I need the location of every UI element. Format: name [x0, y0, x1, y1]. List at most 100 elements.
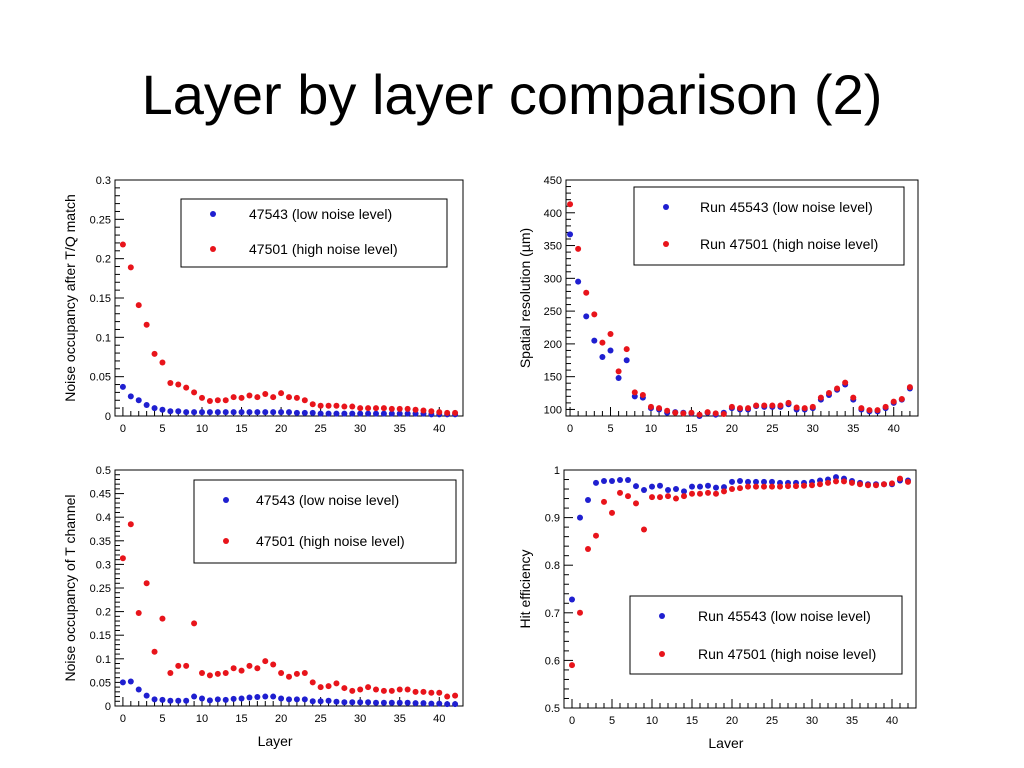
y-tick-label: 400	[544, 208, 562, 220]
data-point-red	[833, 478, 839, 485]
data-point-red	[865, 482, 871, 489]
data-point-blue	[665, 486, 671, 493]
data-point-blue	[373, 699, 379, 706]
slide-title: Layer by layer comparison (2)	[141, 63, 883, 126]
data-point-blue	[713, 484, 719, 491]
legend-entry: 47543 (low noise level)	[256, 492, 399, 508]
data-point-red	[713, 490, 719, 497]
data-point-blue	[230, 409, 237, 416]
data-point-blue	[357, 410, 364, 417]
data-point-red	[890, 398, 897, 405]
data-point-blue	[729, 478, 735, 485]
data-point-red	[728, 403, 735, 410]
x-tick-label: 20	[275, 423, 287, 435]
data-point-blue	[396, 410, 403, 417]
data-point-red	[380, 405, 387, 412]
data-point-red	[567, 201, 574, 208]
data-point-red	[254, 394, 261, 401]
data-point-red	[301, 397, 308, 404]
data-point-red	[119, 555, 126, 562]
x-tick-label: 25	[315, 713, 327, 725]
y-tick-label: 0	[105, 411, 111, 423]
data-point-blue	[697, 483, 703, 490]
data-point-red	[801, 405, 808, 412]
data-point-red	[175, 381, 182, 388]
data-point-red	[777, 402, 784, 409]
x-tick-label: 40	[886, 715, 898, 727]
data-point-red	[246, 392, 253, 399]
chart-top-left: 0 0.05 0.1 0.15 0.2 0.25 0.3 0 5 10 15 20 25 30 35 40 No…	[62, 175, 464, 435]
data-point-blue	[270, 693, 277, 700]
data-point-red	[809, 482, 815, 489]
data-point-blue	[341, 699, 348, 706]
data-point-blue	[286, 696, 292, 703]
data-point-blue	[681, 488, 687, 495]
x-tick-label: 10	[196, 423, 208, 435]
data-point-red	[143, 321, 150, 328]
data-point-red	[697, 490, 703, 497]
y-tick-label: 300	[544, 273, 562, 285]
data-point-red	[769, 402, 776, 409]
data-point-red	[817, 481, 823, 488]
x-tick-label: 5	[609, 715, 615, 727]
data-point-red	[704, 409, 711, 416]
data-point-red	[834, 385, 841, 392]
data-point-red	[396, 686, 403, 693]
data-point-red	[404, 405, 411, 412]
data-point-red	[444, 409, 451, 416]
data-point-blue	[262, 409, 269, 416]
data-point-blue	[623, 357, 630, 364]
data-point-blue	[607, 347, 614, 354]
data-point-red	[841, 478, 847, 485]
data-point-blue	[641, 486, 647, 493]
data-point-red	[254, 665, 261, 672]
chart-top-right: 100 150 200 250 300 350 400 450 0 5 10 15 20 25 30 35 40…	[517, 175, 919, 435]
data-point-blue	[214, 409, 221, 416]
x-tick-label: 30	[806, 715, 818, 727]
data-point-blue	[325, 697, 332, 704]
data-point-red	[428, 689, 435, 696]
data-point-red	[333, 402, 340, 409]
data-point-red	[825, 390, 832, 397]
x-tick-label: 10	[646, 715, 658, 727]
legend-box	[633, 186, 905, 266]
data-point-red	[151, 648, 158, 655]
legend-marker-red	[223, 538, 229, 544]
data-point-blue	[175, 408, 182, 415]
data-point-red	[373, 405, 379, 412]
data-point-blue	[151, 405, 158, 412]
legend-entry: Run 45543 (low noise level)	[698, 608, 871, 624]
data-point-blue	[349, 410, 356, 417]
y-tick-label: 0.5	[545, 703, 560, 715]
data-point-blue	[222, 696, 229, 703]
data-point-blue	[135, 397, 142, 404]
data-point-red	[222, 669, 229, 676]
data-point-red	[777, 483, 783, 490]
data-point-red	[745, 405, 752, 412]
data-point-red	[599, 339, 606, 346]
x-tick-label: 15	[235, 713, 247, 725]
data-point-blue	[175, 697, 182, 704]
y-tick-label: 0.5	[96, 465, 111, 477]
data-point-red	[681, 493, 687, 500]
data-point-blue	[753, 478, 759, 485]
data-point-blue	[567, 231, 574, 238]
data-point-blue	[317, 410, 324, 417]
y-axis-label: Noise occupancy of T channel	[62, 494, 78, 681]
data-point-blue	[428, 700, 435, 707]
data-point-red	[575, 245, 582, 252]
data-point-blue	[309, 409, 316, 416]
data-point-red	[436, 689, 443, 696]
y-tick-label: 0.35	[90, 536, 111, 548]
data-point-blue	[633, 483, 639, 490]
data-point-blue	[254, 409, 261, 416]
data-point-red	[617, 489, 623, 496]
data-point-red	[278, 390, 285, 397]
x-tick-label: 35	[394, 423, 406, 435]
x-tick-label: 35	[394, 713, 406, 725]
x-tick-label: 5	[159, 713, 165, 725]
data-point-red	[412, 406, 419, 413]
data-point-red	[325, 683, 332, 690]
data-point-blue	[301, 409, 308, 416]
data-point-red	[373, 686, 379, 693]
